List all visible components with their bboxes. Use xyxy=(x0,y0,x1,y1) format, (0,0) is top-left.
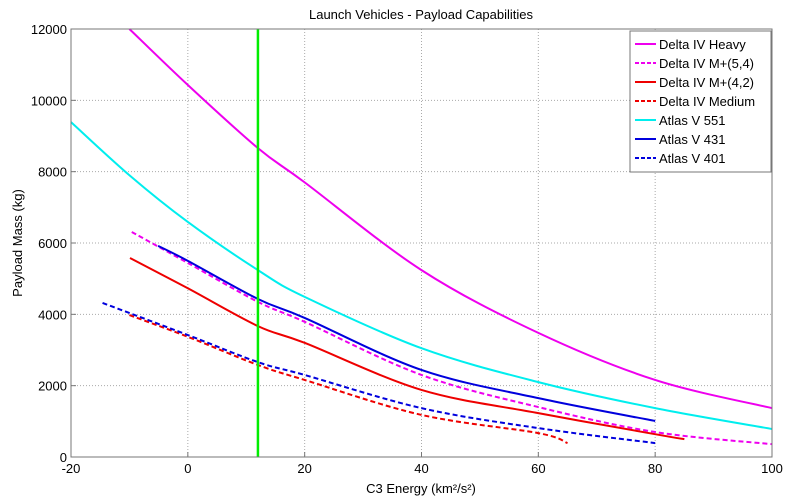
series-line-atlas-v-551 xyxy=(70,121,773,430)
y-tick-label: 12000 xyxy=(31,22,67,37)
series-line-atlas-v-401 xyxy=(102,301,656,445)
legend-label: Atlas V 431 xyxy=(659,132,726,147)
plot-frame xyxy=(70,28,773,458)
y-tick-label: 6000 xyxy=(38,236,67,251)
x-tick-label: 80 xyxy=(648,461,662,476)
x-tick-label: 100 xyxy=(761,461,783,476)
chart-title: Launch Vehicles - Payload Capabilities xyxy=(309,7,534,22)
y-axis-label: Payload Mass (kg) xyxy=(10,189,25,297)
x-tick-label: 60 xyxy=(531,461,545,476)
y-tick-label: 8000 xyxy=(38,165,67,180)
series-line-delta-iv-m-5-4- xyxy=(131,231,773,446)
axis-ticks: -20 0 20 40 60 80 1000200040006000800010000120… xyxy=(31,22,783,476)
x-tick-label: 40 xyxy=(414,461,428,476)
y-tick-label: 0 xyxy=(60,450,67,465)
legend-label: Delta IV M+(4,2) xyxy=(659,75,754,90)
legend-label: Delta IV Heavy xyxy=(659,37,746,52)
series-line-delta-iv-heavy xyxy=(128,28,773,410)
x-tick-label: 0 xyxy=(184,461,191,476)
legend-label: Delta IV M+(5,4) xyxy=(659,56,754,71)
series-group xyxy=(70,28,773,446)
series-line-delta-iv-medium xyxy=(129,314,568,445)
y-tick-label: 2000 xyxy=(38,379,67,394)
legend: Delta IV Heavy Delta IV M+(5,4) Delta IV M… xyxy=(629,30,772,173)
series-line-atlas-v-431 xyxy=(157,244,656,422)
legend-label: Atlas V 401 xyxy=(659,151,726,166)
y-tick-label: 4000 xyxy=(38,307,67,322)
legend-label: Atlas V 551 xyxy=(659,113,726,128)
x-tick-label: -20 xyxy=(62,461,81,476)
x-tick-label: 20 xyxy=(297,461,311,476)
legend-label: Delta IV Medium xyxy=(659,94,755,109)
x-axis-label: C3 Energy (km²/s²) xyxy=(366,481,476,496)
series-line-delta-iv-m-4-2- xyxy=(129,257,685,441)
y-tick-label: 10000 xyxy=(31,93,67,108)
